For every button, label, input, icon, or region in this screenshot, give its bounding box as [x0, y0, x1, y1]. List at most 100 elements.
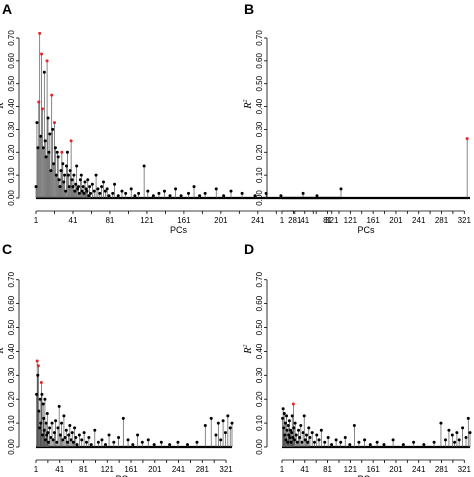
data-point	[65, 164, 68, 168]
data-point	[103, 189, 107, 193]
data-point-significant	[40, 107, 44, 111]
data-point	[301, 191, 305, 195]
data-point	[292, 426, 296, 430]
y-tick-label: 0.20	[255, 391, 264, 407]
data-point	[59, 169, 63, 173]
data-point	[286, 423, 290, 427]
data-point	[137, 191, 141, 195]
x-tick-label: 41	[69, 216, 78, 225]
y-tick-label: 0.10	[7, 415, 16, 431]
data-point	[101, 180, 105, 184]
x-tick-label: 1	[34, 465, 39, 474]
x-tick-label: 321	[219, 465, 233, 474]
data-point	[78, 178, 82, 182]
y-tick-label: 0.30	[255, 121, 264, 137]
data-point	[401, 443, 405, 447]
data-point	[113, 182, 117, 186]
data-point	[70, 431, 74, 435]
data-point	[157, 191, 161, 195]
data-point	[55, 440, 59, 444]
data-point	[230, 421, 234, 425]
y-axis-label-superscript: 2	[243, 99, 249, 102]
x-tick-label: 161	[366, 216, 380, 225]
x-axis-label: PCs	[357, 225, 375, 235]
data-point	[65, 440, 69, 444]
panel-label: D	[244, 241, 254, 257]
data-point	[80, 438, 84, 442]
data-point	[81, 185, 85, 189]
data-point	[92, 189, 96, 193]
y-tick-label: 0.60	[255, 295, 264, 311]
data-point	[61, 438, 65, 442]
data-point	[453, 440, 457, 444]
x-tick-label: 121	[344, 216, 358, 225]
data-point-significant	[38, 31, 42, 35]
data-point	[315, 433, 319, 437]
data-point	[439, 421, 443, 425]
data-point-significant	[465, 137, 469, 141]
data-point	[330, 443, 334, 447]
data-point	[300, 440, 304, 444]
data-point	[162, 189, 166, 193]
data-point	[179, 194, 183, 198]
data-point	[105, 187, 109, 191]
data-point	[282, 412, 286, 416]
data-point	[36, 146, 40, 150]
data-point	[288, 435, 292, 439]
data-point	[72, 173, 76, 177]
data-point	[93, 428, 97, 432]
x-axis-label: PCs	[357, 474, 375, 477]
data-point	[57, 178, 61, 182]
data-point	[290, 431, 294, 435]
data-point	[297, 428, 301, 432]
x-tick-label: 201	[148, 465, 162, 474]
data-point	[58, 185, 62, 189]
data-point	[412, 440, 416, 444]
data-point	[121, 416, 125, 420]
y-tick-label: 0.30	[7, 367, 16, 383]
data-point	[287, 419, 291, 423]
y-tick-label: 0.50	[7, 75, 16, 91]
x-tick-label: 1	[280, 216, 285, 225]
panel-b: B 0.00 0.10 0.20 0.30 0.40 0.50 0.60 0.70 R2 1 41 81…	[243, 1, 472, 235]
data-point	[253, 194, 257, 198]
x-tick-label: 81	[105, 216, 114, 225]
data-point-significant	[36, 364, 40, 368]
data-point	[63, 435, 67, 439]
data-point	[326, 435, 330, 439]
x-tick-label: 241	[172, 465, 186, 474]
data-point	[75, 164, 79, 168]
x-axis-label: PCs	[115, 474, 133, 477]
data-point	[85, 189, 89, 193]
data-point-significant	[39, 380, 43, 384]
data-point	[140, 440, 144, 444]
data-point-significant	[52, 121, 56, 125]
data-point	[151, 194, 155, 198]
data-point	[302, 414, 306, 418]
x-tick-label: 241	[251, 216, 265, 225]
data-point	[152, 443, 156, 447]
x-tick-label: 81	[323, 216, 332, 225]
x-tick-label: 1	[280, 465, 285, 474]
data-point	[203, 191, 207, 195]
data-point	[304, 433, 308, 437]
data-point	[352, 423, 356, 427]
data-point	[67, 433, 71, 437]
x-tick-label: 281	[435, 465, 449, 474]
data-point	[323, 440, 327, 444]
data-point	[98, 191, 102, 195]
data-point	[116, 194, 120, 198]
x-tick-label: 201	[389, 216, 403, 225]
data-point	[168, 194, 172, 198]
data-point	[343, 435, 347, 439]
data-point	[317, 438, 321, 442]
data-point	[432, 440, 436, 444]
data-point	[124, 191, 128, 195]
data-point	[131, 443, 135, 447]
data-point	[45, 412, 49, 416]
data-point	[77, 191, 81, 195]
x-tick-label: 41	[300, 465, 309, 474]
data-point-significant	[35, 359, 39, 363]
y-tick-label: 0.20	[7, 144, 16, 160]
